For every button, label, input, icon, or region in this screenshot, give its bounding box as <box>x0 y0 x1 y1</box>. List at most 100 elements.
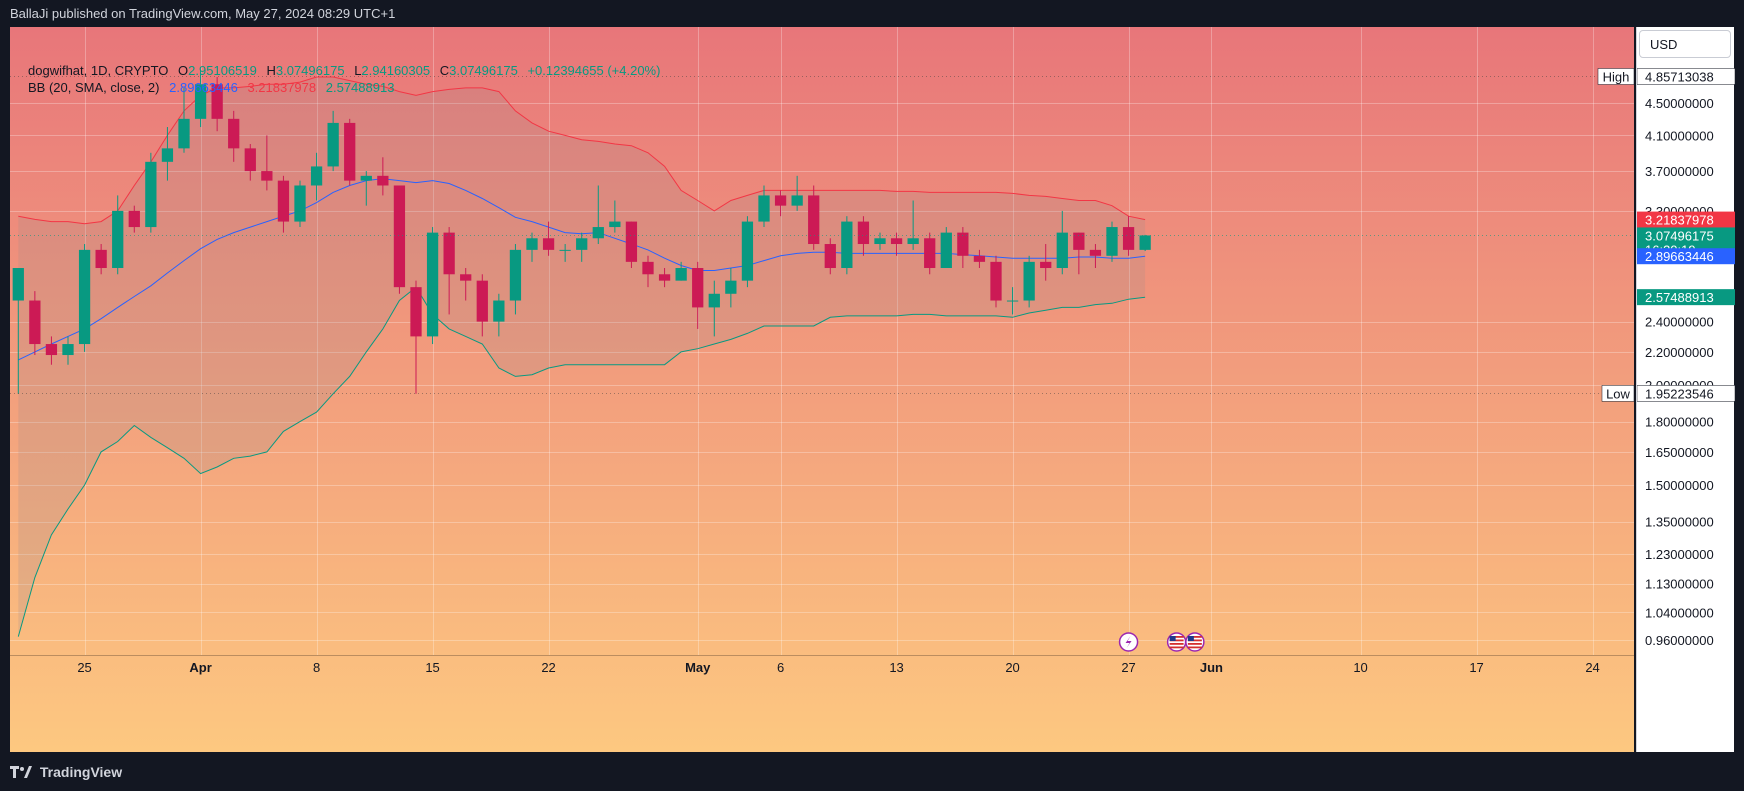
currency-selector[interactable]: USD <box>1639 30 1731 58</box>
ohlc-legend-row: dogwifhat, 1D, CRYPTO O2.95106519 H3.074… <box>28 62 666 79</box>
candle <box>642 255 654 288</box>
candle-body <box>957 232 969 256</box>
us-flag-event-icon <box>1185 632 1205 652</box>
candle-body <box>360 175 372 181</box>
candle <box>377 157 389 196</box>
candle <box>924 232 936 275</box>
price-axis[interactable]: 4.50000000 4.10000000 3.70000000 3.30000000… <box>1636 27 1735 752</box>
x-tick-label: 17 <box>1469 660 1483 675</box>
candle <box>261 135 273 191</box>
candle-body <box>12 268 24 301</box>
candle-body <box>476 280 488 322</box>
candle-body <box>194 84 207 119</box>
candle <box>1106 221 1118 262</box>
candle <box>443 227 455 315</box>
price-axis-labels: 4.500000004.100000003.700000003.30000000… <box>1637 68 1735 648</box>
candle <box>1056 210 1068 275</box>
change-value: +0.12394655 (+4.20%) <box>527 63 661 78</box>
candle-body <box>327 122 339 167</box>
candle-body <box>1089 249 1102 256</box>
candle <box>592 185 604 245</box>
candle <box>78 244 91 352</box>
candle-body <box>45 344 58 356</box>
candle-body <box>940 232 952 269</box>
candle <box>509 244 522 315</box>
bb-indicator-label[interactable]: BB (20, SMA, close, 2) <box>28 80 160 95</box>
candle <box>112 195 124 275</box>
candle <box>658 268 671 288</box>
candle-body <box>1023 261 1035 301</box>
candle-body <box>377 175 389 186</box>
candle-body <box>95 249 107 269</box>
bb-lower-value: 2.57488913 <box>325 80 395 95</box>
high-value-text: 4.85713038 <box>1645 69 1714 84</box>
candle-body <box>344 122 356 181</box>
y-tick-label: 3.70000000 <box>1645 164 1714 179</box>
candle-body <box>211 84 223 119</box>
candle-body <box>244 148 256 172</box>
candle-body <box>874 238 886 245</box>
low-value-text: 1.95223546 <box>1645 386 1714 401</box>
candle <box>609 200 621 233</box>
x-tick-label: 22 <box>541 660 555 675</box>
candle <box>1040 244 1052 281</box>
lower-band-tag: 2.57488913 <box>1637 289 1735 306</box>
candle-body <box>1139 235 1151 250</box>
candle <box>161 127 174 181</box>
candle <box>625 221 638 269</box>
candle <box>890 232 903 256</box>
y-tick-label: 4.50000000 <box>1645 96 1714 111</box>
candle <box>393 185 406 294</box>
bb-basis-value: 2.89663446 <box>169 80 238 95</box>
candle-body <box>857 221 870 245</box>
candle <box>29 291 41 356</box>
y-tick-label: 4.10000000 <box>1645 128 1714 143</box>
candle <box>128 205 140 233</box>
candle-body <box>890 238 903 245</box>
candle <box>277 175 290 233</box>
candle <box>857 216 870 256</box>
candle <box>824 238 836 275</box>
candle <box>310 152 323 201</box>
symbol-label[interactable]: dogwifhat, 1D, CRYPTO <box>28 63 169 78</box>
candle-body <box>642 261 654 275</box>
candle <box>990 255 1002 308</box>
candle-body <box>625 221 638 262</box>
y-tick-label: 1.65000000 <box>1645 445 1714 460</box>
candle-body <box>161 148 174 162</box>
candle <box>708 280 720 337</box>
candle-body <box>277 180 290 222</box>
candle <box>1089 244 1102 269</box>
candle-body <box>907 238 919 245</box>
candle-body <box>62 344 74 356</box>
candle-body <box>924 238 936 269</box>
y-tick-label: 1.23000000 <box>1645 547 1714 562</box>
x-tick-label: Apr <box>189 660 211 675</box>
basis-tag-text: 2.89663446 <box>1645 249 1714 264</box>
candle-body <box>592 227 604 239</box>
candle-body <box>542 238 555 250</box>
chart-background <box>10 27 1634 752</box>
us-flag-event-icon <box>1166 632 1187 652</box>
tradingview-brand: TradingView <box>10 764 122 780</box>
last-price-text: 3.07496175 <box>1645 228 1714 243</box>
candle <box>1122 216 1135 256</box>
candle <box>493 293 505 337</box>
chart-area[interactable]: 25 Apr 8 15 22 May 6 13 20 27 Jun 10 17 24 dogwifhat,… <box>10 27 1634 752</box>
candle-body <box>78 249 91 345</box>
candle-body <box>758 195 770 222</box>
candle-body <box>990 261 1002 301</box>
candlestick-chart[interactable]: 25 Apr 8 15 22 May 6 13 20 27 Jun 10 17 24 <box>10 27 1634 752</box>
x-tick-label: 27 <box>1121 660 1135 675</box>
upper-band-tag: 3.21837978 <box>1637 211 1735 228</box>
x-tick-label: 10 <box>1353 660 1367 675</box>
lower-band-tag-text: 2.57488913 <box>1645 290 1714 305</box>
candle-body <box>774 195 787 206</box>
candle-body <box>1106 227 1118 256</box>
candle <box>476 274 488 337</box>
candle <box>244 143 256 181</box>
bb-lower-line <box>17 286 1146 637</box>
candle-body <box>261 171 273 181</box>
x-tick-label: 6 <box>777 660 784 675</box>
candle <box>1139 234 1151 252</box>
